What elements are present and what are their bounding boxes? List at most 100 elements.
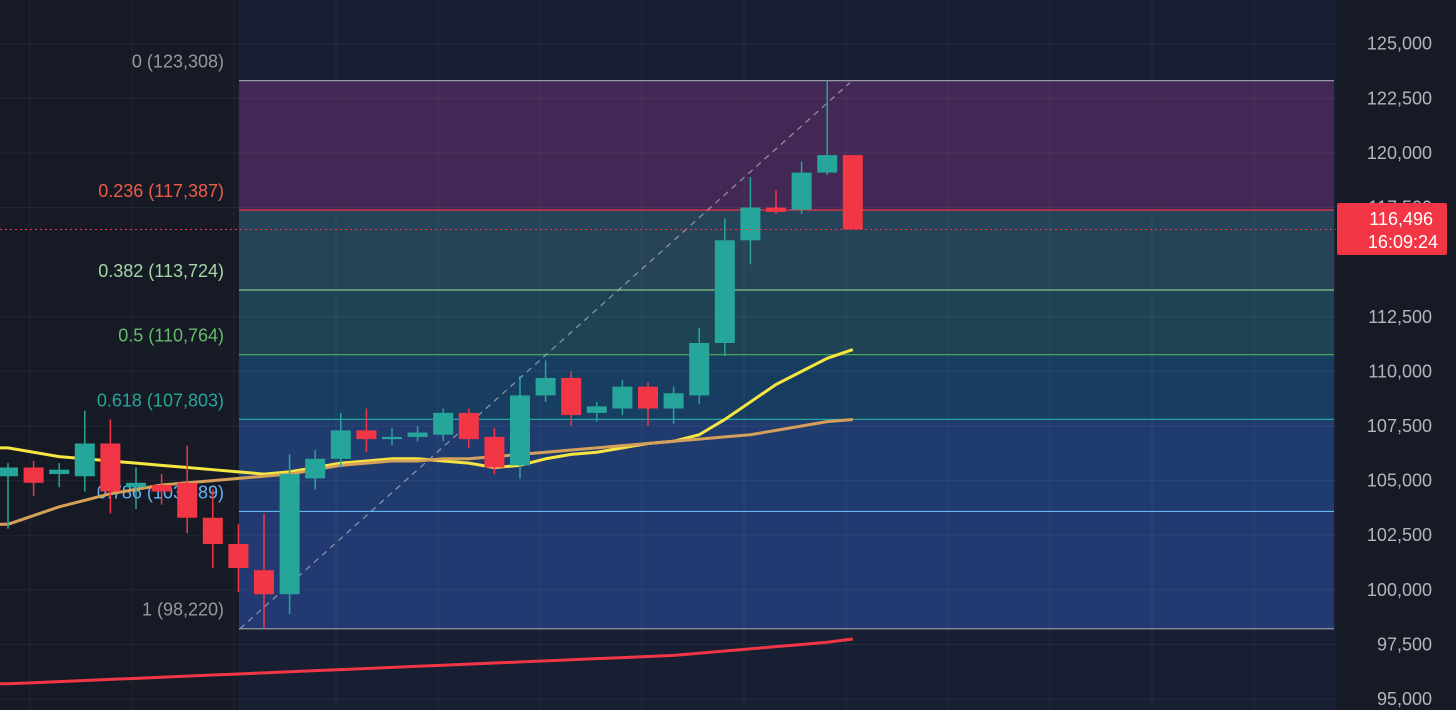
price-tick-label: 100,000 — [1367, 580, 1432, 600]
candle-body — [305, 458, 326, 479]
candles — [0, 80, 863, 629]
candle — [177, 445, 198, 534]
fib-zone-0 — [239, 80, 1334, 211]
moving-averages — [0, 348, 854, 686]
candle — [305, 450, 326, 490]
candle — [740, 176, 761, 265]
candle-body — [0, 467, 18, 477]
candle-body — [561, 377, 582, 416]
fib-zone-2 — [239, 290, 1334, 355]
candle — [254, 513, 274, 629]
price-tick-label: 105,000 — [1367, 471, 1432, 491]
candle-body — [177, 482, 198, 518]
candle-body — [74, 443, 95, 477]
candle-body — [535, 377, 556, 396]
fib-label-1: 0.236 (117,387) — [98, 181, 224, 201]
candle-body — [126, 482, 146, 488]
candle-body — [766, 207, 786, 212]
candle — [23, 460, 44, 496]
candle-body — [279, 474, 300, 595]
candle-body — [433, 412, 454, 435]
candle-body — [663, 393, 684, 409]
candle-countdown: 16:09:24 — [1368, 232, 1438, 252]
fib-zone-3 — [239, 354, 1334, 420]
candle-body — [817, 155, 838, 173]
candle-body — [714, 240, 735, 343]
candle — [202, 489, 223, 568]
candle-body — [586, 406, 607, 413]
candle — [561, 371, 582, 426]
fib-label-4: 0.618 (107,803) — [97, 390, 224, 410]
candle — [458, 408, 479, 448]
candle — [663, 386, 684, 424]
candle-body — [638, 386, 658, 409]
candle-body — [791, 172, 812, 210]
candle — [484, 428, 505, 475]
candle — [382, 428, 402, 446]
candle — [407, 426, 428, 442]
candle — [714, 218, 735, 357]
candle-body — [612, 386, 633, 409]
candle-body — [356, 430, 377, 440]
candle-body — [458, 412, 479, 440]
candle-body — [151, 484, 172, 492]
price-tick-label: 97,500 — [1377, 634, 1432, 654]
candle — [433, 408, 454, 442]
candle — [689, 327, 710, 405]
moving-average-1 — [0, 417, 853, 526]
fib-label-3: 0.5 (110,764) — [118, 326, 224, 346]
price-axis[interactable] — [1336, 0, 1456, 710]
candle-body — [330, 430, 351, 459]
candle — [126, 467, 146, 510]
fib-zone-5 — [239, 511, 1334, 629]
moving-average-2 — [0, 637, 853, 686]
price-tick-label: 120,000 — [1367, 143, 1432, 163]
candle-body — [484, 436, 505, 468]
candle-body — [254, 570, 274, 595]
candle-body — [228, 543, 249, 568]
candle — [638, 382, 658, 426]
candle — [228, 524, 249, 593]
candle — [791, 161, 812, 215]
candle-body — [740, 207, 761, 241]
candle — [586, 401, 607, 422]
candle — [151, 474, 172, 505]
fib-trend-line[interactable] — [239, 82, 851, 630]
candle — [510, 375, 530, 479]
current-price-badge-bg — [1337, 203, 1447, 255]
candle-body — [382, 436, 402, 440]
moving-average-0 — [0, 348, 854, 476]
candle — [279, 454, 300, 614]
price-tick-label: 112,500 — [1368, 307, 1432, 327]
fib-fills — [239, 80, 1334, 629]
candle-body — [100, 443, 121, 492]
candle-body — [842, 155, 863, 230]
fib-label-2: 0.382 (113,724) — [98, 261, 224, 281]
current-price-badge: 116,496 16:09:24 — [1337, 203, 1447, 255]
candle-body — [49, 469, 70, 475]
candle — [100, 419, 121, 514]
price-tick-label: 110,000 — [1368, 361, 1432, 381]
price-tick-label: 125,000 — [1367, 34, 1432, 54]
price-tick-label: 102,500 — [1367, 525, 1432, 545]
fib-label-6: 1 (98,220) — [142, 600, 224, 620]
price-tick-label: 122,500 — [1367, 88, 1432, 108]
candle — [49, 463, 70, 488]
candle-body — [202, 517, 223, 544]
candle — [612, 380, 633, 416]
candle — [74, 410, 95, 492]
candle-body — [510, 395, 530, 466]
price-tick-label: 95,000 — [1377, 689, 1432, 709]
price-tick-label: 107,500 — [1367, 416, 1432, 436]
fib-zone-4 — [239, 419, 1334, 512]
fib-labels: 0 (123,308) 0.236 (117,387) 0.382 (113,724… — [97, 52, 224, 620]
candle — [817, 80, 838, 175]
candle-body — [689, 342, 710, 396]
current-price-label: 116,496 — [1369, 209, 1433, 229]
fib-lines — [239, 80, 1334, 630]
candle — [356, 408, 377, 453]
price-axis-labels: 125,000122,500120,000117,500112,500110,0… — [1367, 34, 1432, 709]
candle — [0, 463, 18, 529]
candle-body — [407, 432, 428, 437]
